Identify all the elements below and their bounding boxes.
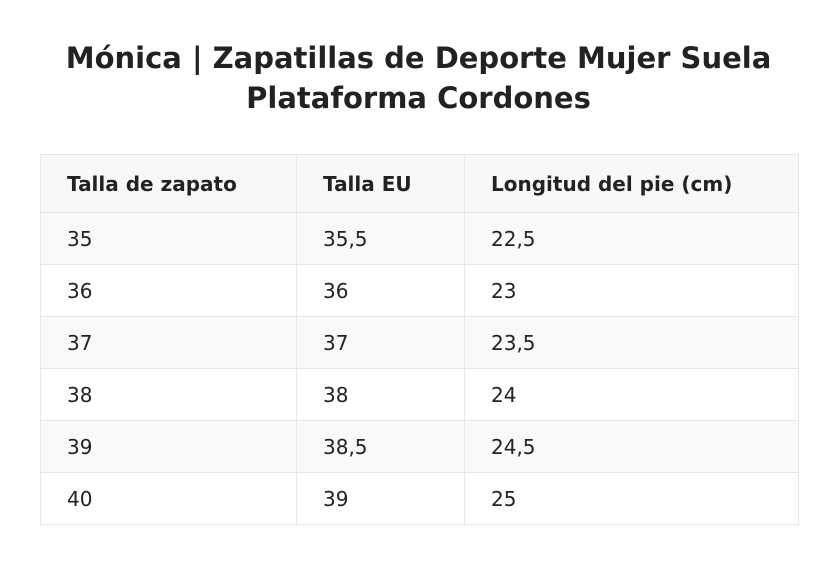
table-header-row: Talla de zapato Talla EU Longitud del pi… [40,154,799,213]
cell-shoe-size: 37 [40,316,297,369]
cell-eu-size: 38,5 [296,420,465,473]
table-row: 37 37 23,5 [40,316,799,369]
cell-eu-size: 35,5 [296,212,465,265]
cell-shoe-size: 35 [40,212,297,265]
cell-eu-size: 37 [296,316,465,369]
cell-shoe-size: 36 [40,264,297,317]
cell-foot-length: 23,5 [464,316,799,369]
cell-eu-size: 39 [296,472,465,525]
cell-foot-length: 24 [464,368,799,421]
header-shoe-size: Talla de zapato [40,154,297,213]
cell-shoe-size: 40 [40,472,297,525]
cell-foot-length: 23 [464,264,799,317]
cell-foot-length: 25 [464,472,799,525]
cell-eu-size: 38 [296,368,465,421]
cell-foot-length: 22,5 [464,212,799,265]
table-row: 39 38,5 24,5 [40,420,799,473]
cell-eu-size: 36 [296,264,465,317]
table-row: 35 35,5 22,5 [40,212,799,265]
header-eu-size: Talla EU [296,154,465,213]
size-chart-table: Talla de zapato Talla EU Longitud del pi… [40,154,799,525]
table-row: 36 36 23 [40,264,799,317]
cell-shoe-size: 39 [40,420,297,473]
cell-shoe-size: 38 [40,368,297,421]
table-row: 38 38 24 [40,368,799,421]
header-foot-length: Longitud del pie (cm) [464,154,799,213]
table-row: 40 39 25 [40,472,799,525]
page-title: Mónica | Zapatillas de Deporte Mujer Sue… [65,41,772,115]
cell-foot-length: 24,5 [464,420,799,473]
